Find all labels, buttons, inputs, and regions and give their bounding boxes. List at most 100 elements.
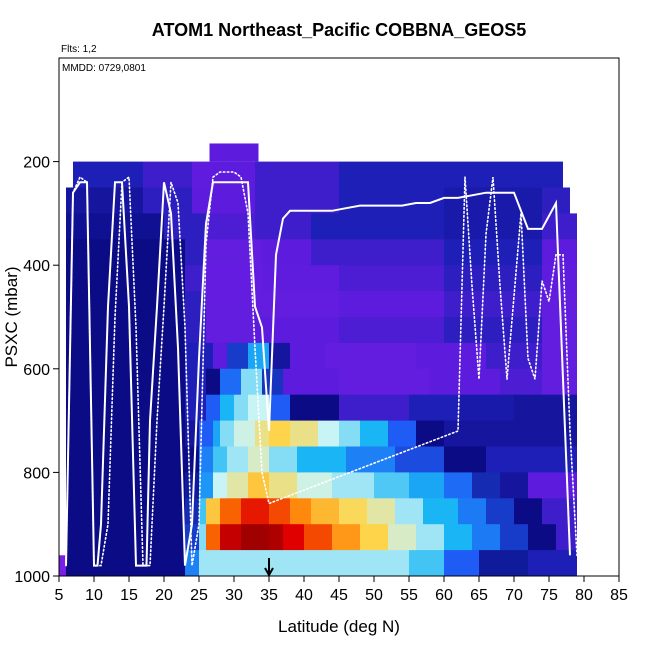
- heatmap-cell: [339, 291, 444, 318]
- heatmap-cell: [209, 143, 259, 162]
- y-tick-label: 800: [23, 465, 50, 482]
- heatmap-cell: [73, 161, 143, 188]
- heatmap-cell: [185, 472, 199, 499]
- heatmap-cell: [213, 420, 220, 447]
- heatmap-cell: [444, 239, 542, 266]
- heatmap-cell: [255, 420, 269, 447]
- heatmap-cell: [339, 317, 444, 344]
- x-tick-label: 55: [400, 587, 418, 604]
- heatmap-cell: [206, 213, 255, 240]
- heatmap-cell: [542, 498, 577, 525]
- heatmap-cell: [269, 342, 290, 370]
- heatmap-cell: [241, 524, 269, 551]
- heatmap-cell: [360, 524, 388, 551]
- heatmap-cell: [514, 498, 542, 525]
- heatmap-cell: [409, 550, 444, 576]
- heatmap-cell: [66, 317, 185, 344]
- heatmap-cell: [486, 446, 577, 473]
- heatmap-cell: [206, 317, 255, 344]
- y-tick-label: 1000: [14, 569, 50, 586]
- heatmap-cell: [500, 524, 528, 551]
- heatmap-cell: [311, 239, 444, 266]
- x-tick-label: 15: [120, 587, 138, 604]
- heatmap-cell: [444, 291, 542, 318]
- heatmap-cell: [346, 446, 395, 473]
- heatmap-cell: [199, 420, 213, 447]
- heatmap-cell: [206, 394, 220, 422]
- x-tick-label: 85: [610, 587, 628, 604]
- heatmap-cell: [66, 213, 164, 240]
- heatmap-cell: [542, 342, 577, 370]
- heatmap-cell: [297, 446, 346, 473]
- heatmap-cell: [206, 524, 220, 551]
- y-axis: 200 400 600 800 1000: [14, 58, 60, 586]
- heatmap-cell: [227, 446, 248, 473]
- heatmap-cell: [339, 498, 367, 525]
- heatmap-cell: [227, 472, 248, 499]
- chart-title: ATOM1 Northeast_Pacific COBBNA_GEOS5: [152, 20, 526, 40]
- heatmap-cell: [458, 498, 486, 525]
- heatmap-cell: [66, 265, 185, 292]
- marker-arrow-head: [264, 567, 274, 578]
- x-tick-label: 70: [505, 587, 523, 604]
- heatmap-cell: [339, 265, 444, 292]
- heatmap-cell: [269, 524, 283, 551]
- x-tick-label: 30: [225, 587, 243, 604]
- heatmap-cell: [318, 420, 339, 447]
- heatmap-cell: [192, 187, 213, 214]
- heatmap-cell: [444, 524, 472, 551]
- y-tick-label: 400: [23, 258, 50, 275]
- y-tick-label: 200: [23, 155, 50, 172]
- x-axis-label: Latitude (deg N): [278, 617, 400, 636]
- heatmap-cell: [206, 498, 220, 525]
- heatmap-cell: [269, 446, 297, 473]
- heatmap-cell: [332, 472, 374, 499]
- heatmap-cell: [479, 550, 528, 576]
- heatmap-cell: [360, 420, 388, 447]
- x-tick-label: 10: [85, 587, 103, 604]
- heatmap-cell: [444, 265, 542, 292]
- heatmap-cell: [185, 394, 206, 422]
- heatmap-cell: [374, 472, 409, 499]
- x-tick-label: 35: [260, 587, 278, 604]
- heatmap-cell: [241, 498, 269, 525]
- heatmap-cell: [199, 498, 206, 525]
- heatmap-cell: [255, 161, 339, 188]
- heatmap-cell: [542, 368, 577, 396]
- heatmap-cell: [311, 498, 339, 525]
- heatmap-cell: [66, 472, 185, 499]
- heatmap-cell: [269, 394, 290, 422]
- heatmap-cell: [185, 239, 206, 266]
- heatmap-cell: [262, 368, 283, 396]
- heatmap-cell: [143, 161, 192, 188]
- heatmap-cell: [514, 394, 577, 422]
- heatmap-cell: [339, 368, 430, 396]
- heatmap-cell: [325, 342, 416, 370]
- heatmap-cell: [556, 524, 577, 551]
- heatmap-cell: [486, 342, 542, 370]
- heatmap-cell: [472, 524, 500, 551]
- heatmap-cell: [416, 342, 486, 370]
- heatmap-cell: [213, 342, 227, 370]
- heatmap-cell: [542, 239, 577, 266]
- heatmap-cell: [339, 187, 444, 214]
- heatmap-cell: [255, 317, 339, 344]
- heatmap-cell: [248, 342, 269, 370]
- heatmap-cell: [542, 317, 577, 344]
- heatmap-cell: [269, 420, 290, 447]
- heatmap-cell: [339, 394, 409, 422]
- heatmap-cell: [290, 342, 325, 370]
- heatmap-cell: [367, 498, 395, 525]
- heatmap-cell: [262, 239, 311, 266]
- heatmap-cell: [66, 342, 185, 370]
- x-tick-label: 25: [190, 587, 208, 604]
- heatmap-cell: [262, 265, 339, 292]
- heatmap-cell: [213, 446, 227, 473]
- heatmap-cell: [430, 368, 500, 396]
- heatmap-cell: [255, 187, 339, 214]
- x-tick-label: 80: [575, 587, 593, 604]
- heatmap-cell: [528, 524, 556, 551]
- heatmap-cell: [227, 342, 248, 370]
- heatmap-cell: [444, 213, 542, 240]
- heatmap-cell: [248, 472, 269, 499]
